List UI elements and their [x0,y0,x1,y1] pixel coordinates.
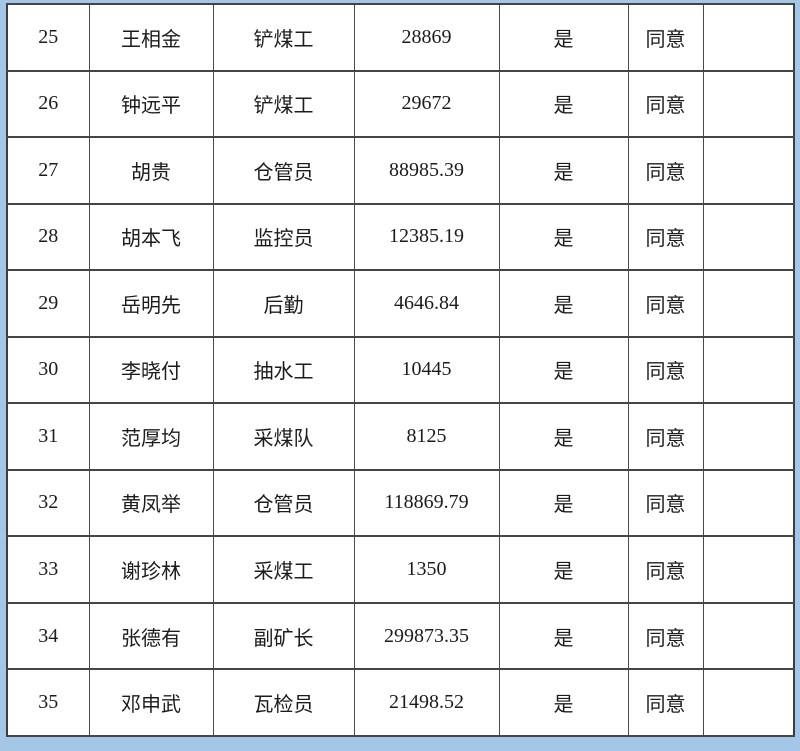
cell-name: 张德有 [88,601,214,671]
cell-name: 谢珍林 [88,535,214,604]
cell-job-title: 采煤工 [212,535,355,604]
table-row: 29 岳明先 后勤 4646.84 是同意 [6,269,795,338]
cell-job-title: 副矿长 [212,601,355,671]
table-row: 32 黄凤举 仓管员 118869.79 是同意 [6,468,795,538]
cell-row-number: 26 [6,69,90,139]
cell-approval: 同意 [627,3,704,72]
table-row: 28 胡本飞 监控员 12385.19 是同意 [6,202,795,272]
cell-approval: 同意 [627,335,704,405]
cell-name: 邓申武 [88,668,214,737]
cell-confirmation: 是 [498,335,629,405]
cell-job-title: 后勤 [212,269,355,338]
cell-confirmation: 是 [498,269,629,338]
cell-remarks [702,601,795,671]
cell-approval: 同意 [627,69,704,139]
cell-amount: 29672 [353,69,500,139]
cell-amount: 1350 [353,535,500,604]
cell-remarks [702,69,795,139]
cell-remarks [702,3,795,72]
cell-amount: 21498.52 [353,668,500,737]
cell-remarks [702,468,795,538]
cell-amount: 4646.84 [353,269,500,338]
cell-amount: 88985.39 [353,136,500,205]
cell-approval: 同意 [627,202,704,272]
cell-row-number: 35 [6,668,90,737]
cell-job-title: 瓦检员 [212,668,355,737]
cell-amount: 10445 [353,335,500,405]
cell-name: 岳明先 [88,269,214,338]
cell-amount: 12385.19 [353,202,500,272]
cell-remarks [702,335,795,405]
table-row: 34 张德有 副矿长 299873.35 是同意 [6,601,795,671]
cell-approval: 同意 [627,668,704,737]
cell-confirmation: 是 [498,136,629,205]
cell-job-title: 铲煤工 [212,3,355,72]
cell-job-title: 采煤队 [212,402,355,471]
table-row: 33 谢珍林 采煤工 1350 是同意 [6,535,795,604]
cell-confirmation: 是 [498,468,629,538]
table-row: 25 王相金 铲煤工 28869 是同意 [6,3,795,72]
table-row: 30 李晓付 抽水工 10445 是同意 [6,335,795,405]
table-row: 26 钟远平 铲煤工 29672 是同意 [6,69,795,139]
cell-name: 范厚均 [88,402,214,471]
cell-row-number: 31 [6,402,90,471]
cell-approval: 同意 [627,535,704,604]
cell-row-number: 27 [6,136,90,205]
cell-name: 黄凤举 [88,468,214,538]
cell-remarks [702,136,795,205]
cell-job-title: 仓管员 [212,468,355,538]
cell-name: 胡本飞 [88,202,214,272]
cell-approval: 同意 [627,269,704,338]
cell-amount: 118869.79 [353,468,500,538]
table-row: 31 范厚均 采煤队 8125 是同意 [6,402,795,471]
cell-amount: 299873.35 [353,601,500,671]
cell-row-number: 32 [6,468,90,538]
cell-confirmation: 是 [498,69,629,139]
cell-name: 李晓付 [88,335,214,405]
cell-confirmation: 是 [498,3,629,72]
table-row: 27 胡贵 仓管员 88985.39 是同意 [6,136,795,205]
cell-confirmation: 是 [498,668,629,737]
cell-job-title: 仓管员 [212,136,355,205]
cell-approval: 同意 [627,402,704,471]
table-body: 25 王相金 铲煤工 28869 是同意 26 钟远平 铲煤工 29672 是同意 27 胡贵 仓管员 8… [6,3,795,737]
cell-confirmation: 是 [498,535,629,604]
cell-approval: 同意 [627,468,704,538]
cell-job-title: 监控员 [212,202,355,272]
cell-job-title: 铲煤工 [212,69,355,139]
cell-row-number: 30 [6,335,90,405]
cell-name: 王相金 [88,3,214,72]
cell-remarks [702,269,795,338]
cell-name: 钟远平 [88,69,214,139]
cell-confirmation: 是 [498,202,629,272]
cell-remarks [702,402,795,471]
cell-row-number: 33 [6,535,90,604]
cell-approval: 同意 [627,601,704,671]
cell-confirmation: 是 [498,402,629,471]
cell-confirmation: 是 [498,601,629,671]
cell-amount: 8125 [353,402,500,471]
cell-remarks [702,202,795,272]
cell-row-number: 29 [6,269,90,338]
cell-name: 胡贵 [88,136,214,205]
cell-remarks [702,668,795,737]
table-row: 35 邓申武 瓦检员 21498.52 是同意 [6,668,795,737]
cell-amount: 28869 [353,3,500,72]
cell-row-number: 25 [6,3,90,72]
data-table: 25 王相金 铲煤工 28869 是同意 26 钟远平 铲煤工 29672 是同意 27 胡贵 仓管员 8… [6,3,795,737]
cell-row-number: 28 [6,202,90,272]
cell-approval: 同意 [627,136,704,205]
cell-job-title: 抽水工 [212,335,355,405]
cell-remarks [702,535,795,604]
cell-row-number: 34 [6,601,90,671]
